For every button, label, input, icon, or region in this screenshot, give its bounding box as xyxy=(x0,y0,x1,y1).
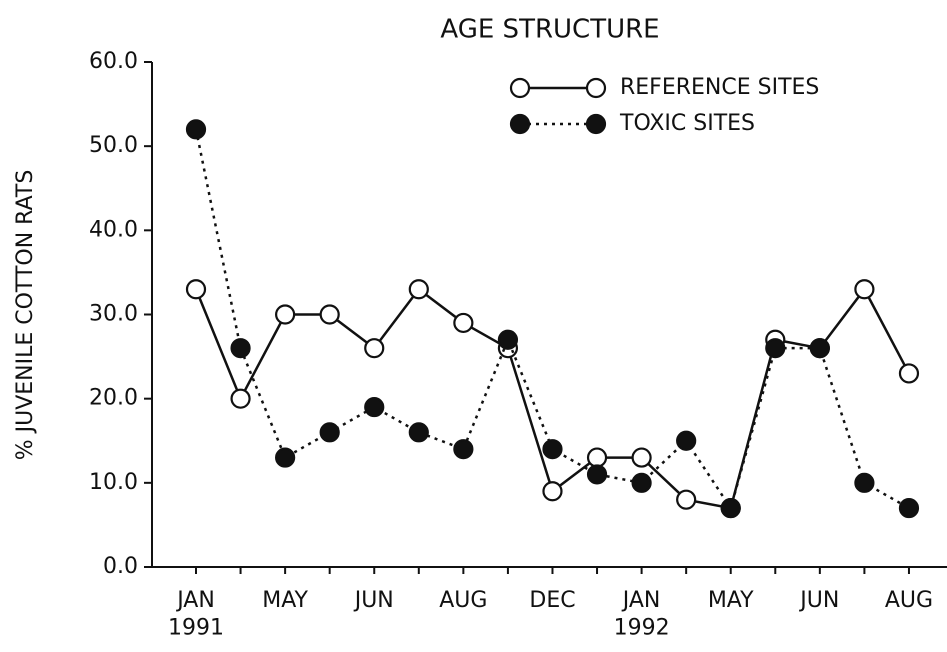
data-point xyxy=(542,481,563,502)
data-point xyxy=(364,338,385,359)
data-point xyxy=(676,489,697,510)
data-point xyxy=(453,439,474,460)
y-tick-label: 30.0 xyxy=(89,302,138,327)
data-point xyxy=(230,338,251,359)
x-tick-label: DEC xyxy=(529,588,575,613)
data-point xyxy=(676,430,697,451)
data-point xyxy=(854,472,875,493)
data-point xyxy=(497,329,519,350)
data-point xyxy=(408,279,429,300)
chart-title: AGE STRUCTURE xyxy=(440,15,659,45)
data-point xyxy=(230,388,251,409)
y-tick-label: 0.0 xyxy=(103,554,138,579)
y-tick-label: 60.0 xyxy=(89,49,138,74)
y-tick-label: 20.0 xyxy=(89,386,138,411)
data-point xyxy=(275,447,296,468)
data-point xyxy=(319,422,340,443)
x-tick-label: AUG xyxy=(885,588,933,613)
data-point xyxy=(765,338,786,359)
data-point xyxy=(542,439,563,460)
data-point xyxy=(453,312,474,334)
data-point xyxy=(364,396,385,418)
legend-marker xyxy=(585,77,607,99)
legend-label: TOXIC SITES xyxy=(619,111,755,136)
x-tick-label: JUN xyxy=(353,588,394,613)
x-tick-label: JAN 1991 xyxy=(168,588,224,641)
legend-marker xyxy=(509,77,531,99)
legend-marker xyxy=(585,113,607,135)
data-point xyxy=(275,304,296,325)
data-point xyxy=(720,497,741,519)
x-tick-label: MAY xyxy=(708,588,754,613)
data-point xyxy=(854,279,875,300)
data-point xyxy=(898,363,920,384)
data-point xyxy=(631,472,652,493)
data-point xyxy=(586,447,608,468)
x-tick-label: AUG xyxy=(439,588,487,613)
x-tick-label: JAN 1992 xyxy=(614,588,670,641)
data-point xyxy=(586,464,608,485)
legend-label: REFERENCE SITES xyxy=(620,75,819,100)
y-tick-label: 50.0 xyxy=(89,133,138,158)
y-tick-label: 40.0 xyxy=(89,217,138,242)
data-point xyxy=(319,304,340,325)
y-tick-label: 10.0 xyxy=(89,470,138,495)
series-line xyxy=(194,286,911,510)
x-tick-label: JUN xyxy=(798,588,839,613)
x-tick-label: MAY xyxy=(262,588,308,613)
data-point xyxy=(631,447,652,468)
data-point xyxy=(898,497,920,519)
data-point xyxy=(185,279,207,300)
y-axis-label: % JUVENILE COTTON RATS xyxy=(13,170,38,461)
data-point xyxy=(809,338,830,359)
legend-marker xyxy=(509,113,531,135)
data-point xyxy=(185,119,207,140)
data-point xyxy=(408,422,429,443)
